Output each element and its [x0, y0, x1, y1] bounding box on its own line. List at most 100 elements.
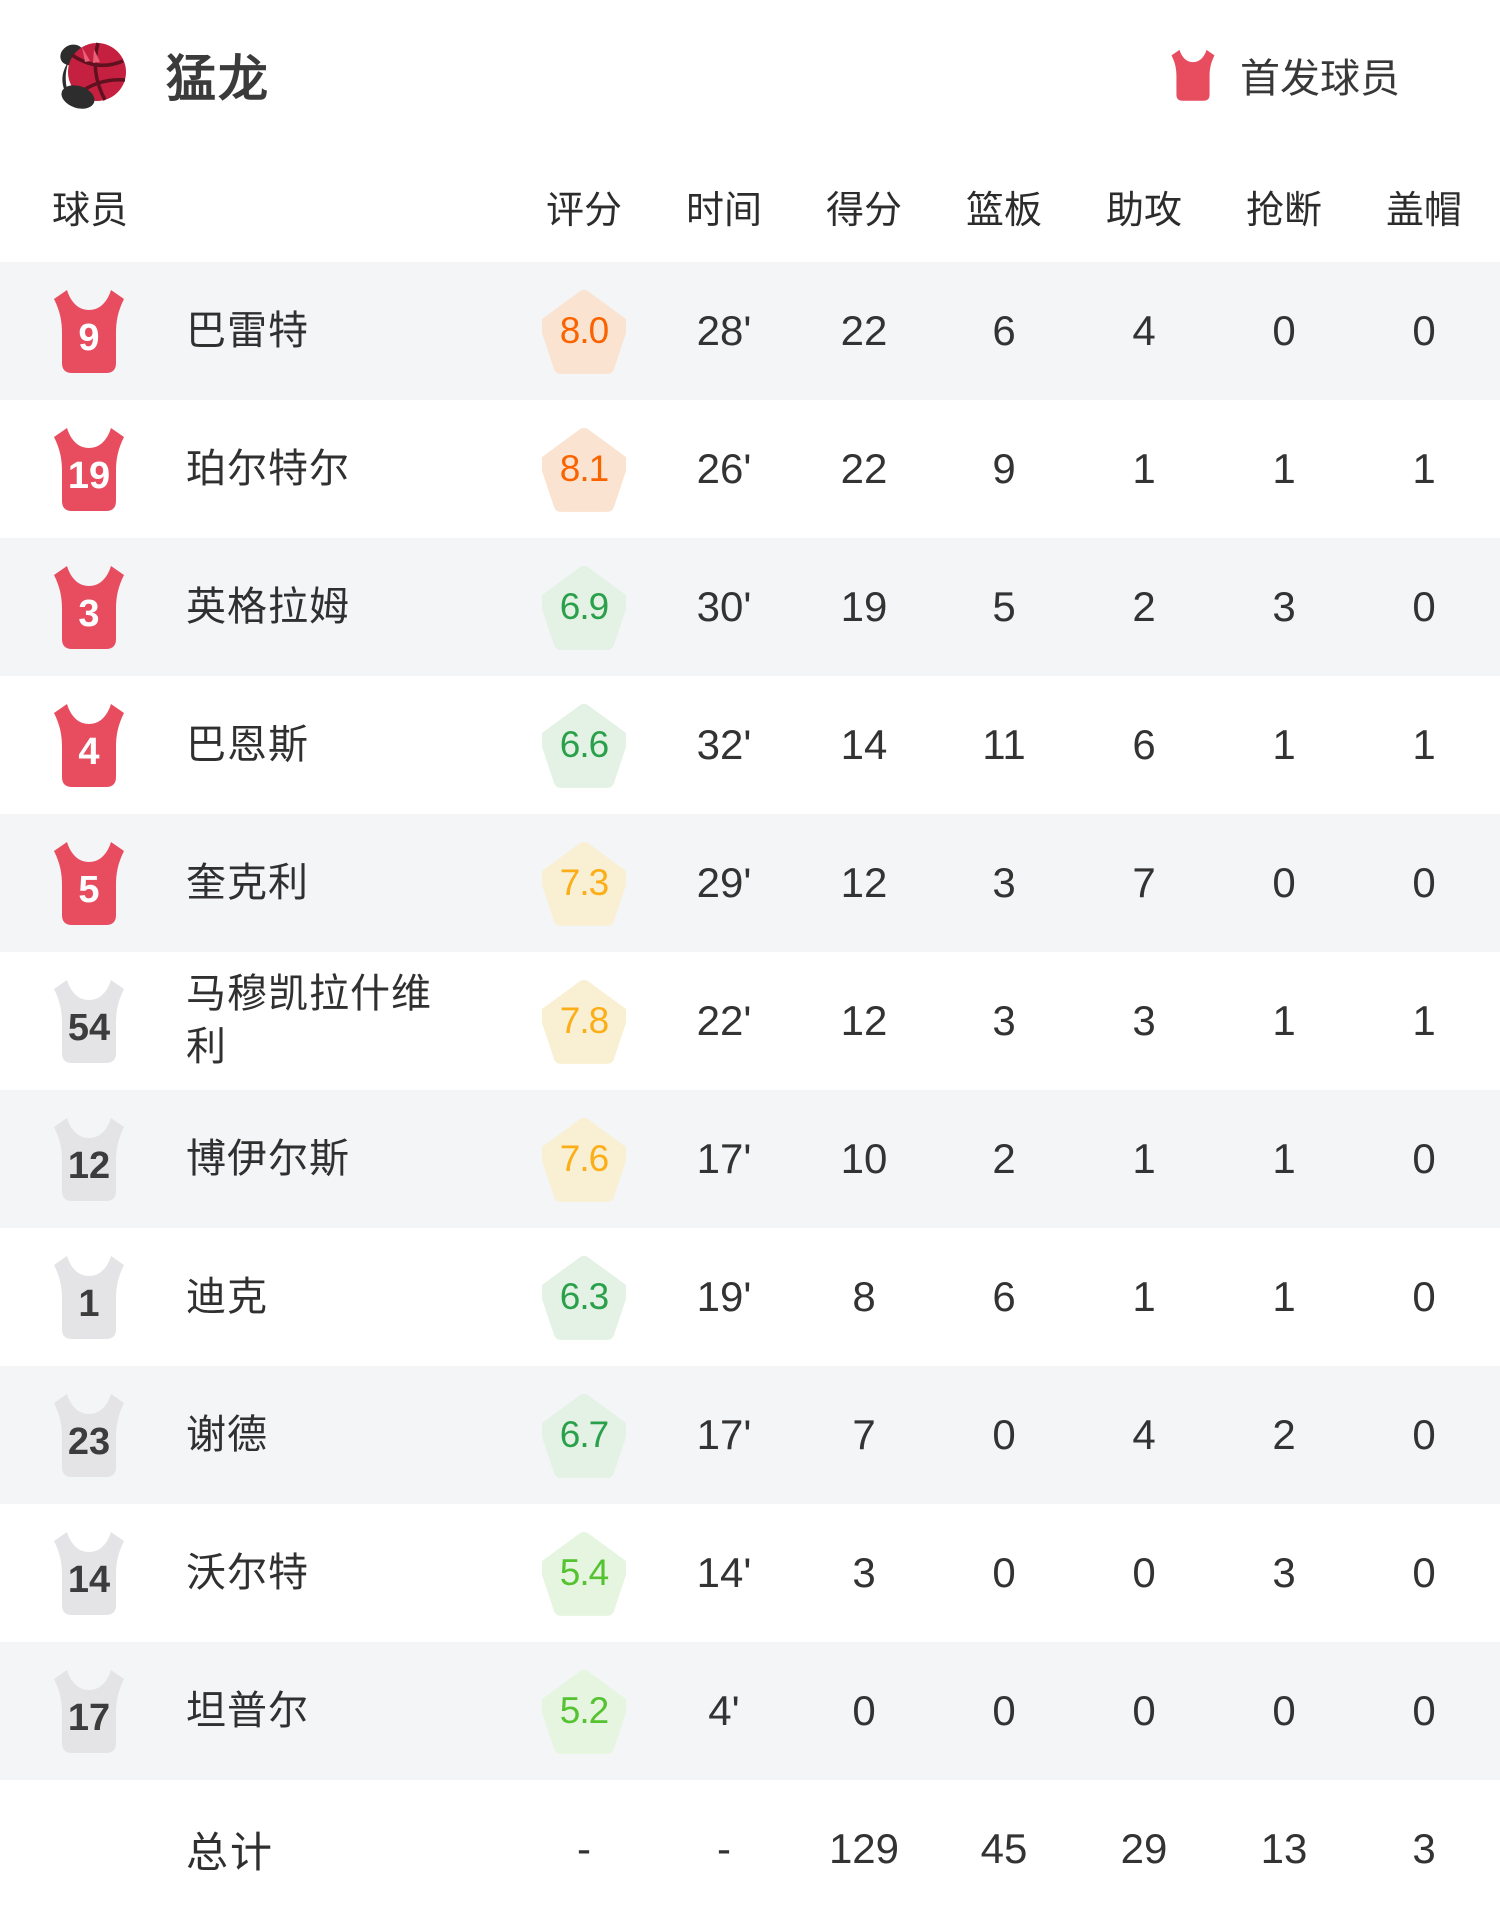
jersey-icon: 17 — [52, 1667, 126, 1755]
time-value: 17' — [696, 1411, 752, 1458]
rating-value: 7.8 — [559, 1000, 609, 1041]
player-row[interactable]: 4 巴恩斯 6.6 32' 14 11 6 1 1 — [0, 676, 1500, 814]
player-cell: 3 英格拉姆 — [0, 563, 514, 651]
rebounds-value: 3 — [992, 859, 1016, 906]
time-value: 32' — [696, 721, 752, 768]
column-rebounds: 篮板 — [965, 189, 1042, 232]
jersey-icon: 1 — [52, 1253, 126, 1341]
rating-badge: 7.3 — [542, 840, 626, 926]
starter-legend: 首发球员 — [1170, 46, 1400, 104]
column-time: 时间 — [685, 189, 762, 232]
rating-value: 8.1 — [559, 448, 609, 489]
player-name: 迪克 — [186, 1274, 268, 1319]
blocks-value: 0 — [1412, 583, 1436, 630]
jersey-icon: 12 — [52, 1115, 126, 1203]
player-cell: 4 巴恩斯 — [0, 701, 514, 789]
blocks-value: 1 — [1412, 445, 1436, 492]
rebounds-value: 3 — [992, 997, 1016, 1044]
rating-value: 7.6 — [559, 1138, 609, 1179]
rebounds-value: 9 — [992, 445, 1016, 492]
points-value: 12 — [840, 859, 888, 906]
player-row[interactable]: 14 沃尔特 5.4 14' 3 0 0 3 0 — [0, 1504, 1500, 1642]
rating-cell: 7.8 — [514, 978, 654, 1064]
steals-value: 0 — [1272, 1687, 1296, 1734]
blocks-value: 1 — [1412, 721, 1436, 768]
jersey-number: 4 — [78, 731, 100, 773]
player-table: 9 巴雷特 8.0 28' 22 6 4 0 0 19 珀尔特尔 — [0, 262, 1500, 1780]
rating-value: 8.0 — [559, 310, 609, 351]
player-row[interactable]: 19 珀尔特尔 8.1 26' 22 9 1 1 1 — [0, 400, 1500, 538]
rating-cell: 5.2 — [514, 1668, 654, 1754]
jersey-icon: 9 — [52, 287, 126, 375]
points-value: 22 — [840, 445, 888, 492]
totals-time: - — [717, 1825, 731, 1872]
assists-value: 1 — [1132, 1273, 1156, 1320]
steals-value: 3 — [1272, 1549, 1296, 1596]
steals-value: 1 — [1272, 1135, 1296, 1182]
time-value: 29' — [696, 859, 752, 906]
steals-value: 0 — [1272, 859, 1296, 906]
rebounds-value: 0 — [992, 1687, 1016, 1734]
player-cell: 17 坦普尔 — [0, 1667, 514, 1755]
totals-rating: - — [577, 1825, 591, 1872]
rebounds-value: 2 — [992, 1135, 1016, 1182]
player-row[interactable]: 3 英格拉姆 6.9 30' 19 5 2 3 0 — [0, 538, 1500, 676]
rating-badge: 8.1 — [542, 426, 626, 512]
rating-badge: 7.6 — [542, 1116, 626, 1202]
assists-value: 4 — [1132, 1411, 1156, 1458]
rating-cell: 8.1 — [514, 426, 654, 512]
assists-value: 1 — [1132, 1135, 1156, 1182]
steals-value: 0 — [1272, 307, 1296, 354]
points-value: 0 — [852, 1687, 876, 1734]
team-logo-icon — [52, 35, 132, 115]
player-row[interactable]: 54 马穆凯拉什维利 7.8 22' 12 3 3 1 1 — [0, 952, 1500, 1090]
rating-badge: 5.4 — [542, 1530, 626, 1616]
player-name: 珀尔特尔 — [186, 446, 350, 491]
assists-value: 6 — [1132, 721, 1156, 768]
assists-value: 4 — [1132, 307, 1156, 354]
jersey-number: 14 — [67, 1559, 111, 1601]
player-name: 巴恩斯 — [186, 722, 309, 767]
player-name: 谢德 — [186, 1412, 268, 1457]
assists-value: 0 — [1132, 1549, 1156, 1596]
jersey-number: 19 — [67, 455, 111, 497]
player-row[interactable]: 9 巴雷特 8.0 28' 22 6 4 0 0 — [0, 262, 1500, 400]
blocks-value: 1 — [1412, 997, 1436, 1044]
jersey-number: 23 — [67, 1421, 111, 1463]
player-name: 坦普尔 — [186, 1688, 309, 1733]
totals-points: 129 — [828, 1825, 900, 1872]
jersey-number: 1 — [78, 1283, 100, 1325]
rating-badge: 8.0 — [542, 288, 626, 374]
player-name: 奎克利 — [186, 860, 309, 905]
points-value: 14 — [840, 721, 888, 768]
blocks-value: 0 — [1412, 1687, 1436, 1734]
rating-value: 6.7 — [559, 1414, 609, 1455]
points-value: 8 — [852, 1273, 876, 1320]
column-assists: 助攻 — [1105, 189, 1182, 232]
steals-value: 1 — [1272, 445, 1296, 492]
player-row[interactable]: 17 坦普尔 5.2 4' 0 0 0 0 0 — [0, 1642, 1500, 1780]
player-cell: 23 谢德 — [0, 1391, 514, 1479]
column-player: 球员 — [52, 189, 129, 232]
player-row[interactable]: 5 奎克利 7.3 29' 12 3 7 0 0 — [0, 814, 1500, 952]
blocks-value: 0 — [1412, 1135, 1436, 1182]
time-value: 14' — [696, 1549, 752, 1596]
time-value: 19' — [696, 1273, 752, 1320]
totals-rebounds: 45 — [980, 1825, 1028, 1872]
jersey-icon: 54 — [52, 977, 126, 1065]
player-row[interactable]: 1 迪克 6.3 19' 8 6 1 1 0 — [0, 1228, 1500, 1366]
jersey-number: 12 — [67, 1145, 111, 1187]
player-name: 沃尔特 — [186, 1550, 309, 1595]
player-row[interactable]: 12 博伊尔斯 7.6 17' 10 2 1 1 0 — [0, 1090, 1500, 1228]
rating-cell: 6.3 — [514, 1254, 654, 1340]
rebounds-value: 0 — [992, 1411, 1016, 1458]
jersey-number: 5 — [78, 869, 100, 911]
player-cell: 19 珀尔特尔 — [0, 425, 514, 513]
rating-badge: 6.7 — [542, 1392, 626, 1478]
rating-cell: 6.9 — [514, 564, 654, 650]
player-cell: 5 奎克利 — [0, 839, 514, 927]
player-row[interactable]: 23 谢德 6.7 17' 7 0 4 2 0 — [0, 1366, 1500, 1504]
time-value: 22' — [696, 997, 752, 1044]
steals-value: 2 — [1272, 1411, 1296, 1458]
starter-jersey-icon — [1171, 49, 1215, 101]
